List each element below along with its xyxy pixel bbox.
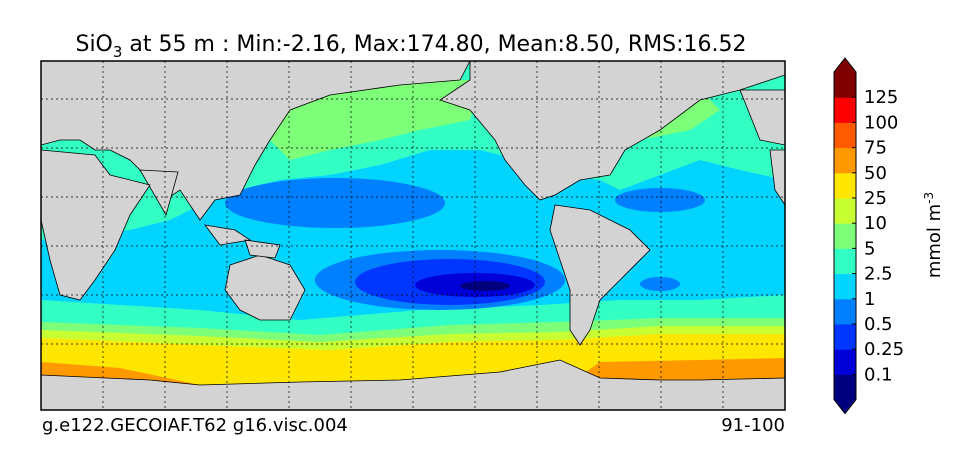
- colorbar-tick-label: 50: [864, 163, 887, 184]
- colorbar-extend-bottom: [834, 399, 856, 414]
- colorbar-outline: [833, 57, 857, 415]
- colorbar-tick-label: 25: [864, 188, 887, 209]
- colorbar-segment: [834, 147, 856, 174]
- land: [41, 149, 151, 301]
- colorbar-segment: [834, 72, 856, 98]
- colorbar-tick-label: 10: [864, 213, 887, 234]
- contour-band: [270, 80, 480, 160]
- colorbar-segment: [834, 298, 856, 325]
- colorbar-segment: [834, 349, 856, 375]
- years-label: 91-100: [721, 415, 785, 436]
- title-species: SiO: [75, 32, 112, 57]
- colorbar-segment: [834, 324, 856, 350]
- contour-band: [615, 188, 705, 212]
- land: [139, 169, 179, 217]
- colorbar-segment: [834, 223, 856, 249]
- colorbar-label: mmol m-3: [922, 192, 945, 278]
- colorbar-segment: [834, 97, 856, 123]
- land: [549, 204, 651, 346]
- land: [224, 254, 306, 321]
- land: [439, 61, 785, 201]
- run-label: g.e122.GECOIAF.T62 g16.visc.004: [42, 415, 348, 436]
- contour-band: [640, 277, 680, 291]
- contour-band: [460, 281, 510, 291]
- colorbar-label-text: mmol m: [924, 204, 945, 278]
- colorbar: 0.1 0.25 0.5 1 2.5 5 10 25 50 75 100 125: [833, 57, 904, 415]
- colorbar-tick-label: 75: [864, 138, 887, 159]
- colorbar-extend-top: [834, 58, 856, 72]
- colorbar-segment: [834, 172, 856, 199]
- title-text: at 55 m : Min:-2.16, Max:174.80, Mean:8.…: [122, 32, 746, 57]
- title-subscript: 3: [113, 43, 123, 61]
- colorbar-tick-label: 2.5: [864, 264, 893, 285]
- land: [739, 89, 785, 146]
- colorbar-segment: [834, 122, 856, 149]
- map: [41, 61, 785, 410]
- colorbar-tick-label: 0.25: [864, 339, 904, 360]
- colorbar-tick-label: 125: [864, 87, 898, 108]
- colorbar-tick-label: 100: [864, 112, 898, 133]
- colorbar-tick-label: 1: [864, 289, 875, 310]
- contour-band: [225, 178, 445, 228]
- colorbar-segment: [834, 248, 856, 275]
- colorbar-segment: [834, 273, 856, 300]
- colorbar-tick-label: 0.5: [864, 314, 893, 335]
- land: [204, 224, 281, 259]
- land: [41, 61, 471, 221]
- map-frame: [40, 60, 786, 411]
- colorbar-tick-label: 0.1: [864, 364, 893, 385]
- title: SiO3 at 55 m : Min:-2.16, Max:174.80, Me…: [75, 32, 746, 61]
- colorbar-label-sup: -3: [922, 192, 936, 204]
- grid-line: [41, 61, 785, 410]
- colorbar-segment: [834, 374, 856, 401]
- land: [769, 149, 785, 206]
- colorbar-segment: [834, 198, 856, 224]
- colorbar-tick-label: 5: [864, 238, 875, 259]
